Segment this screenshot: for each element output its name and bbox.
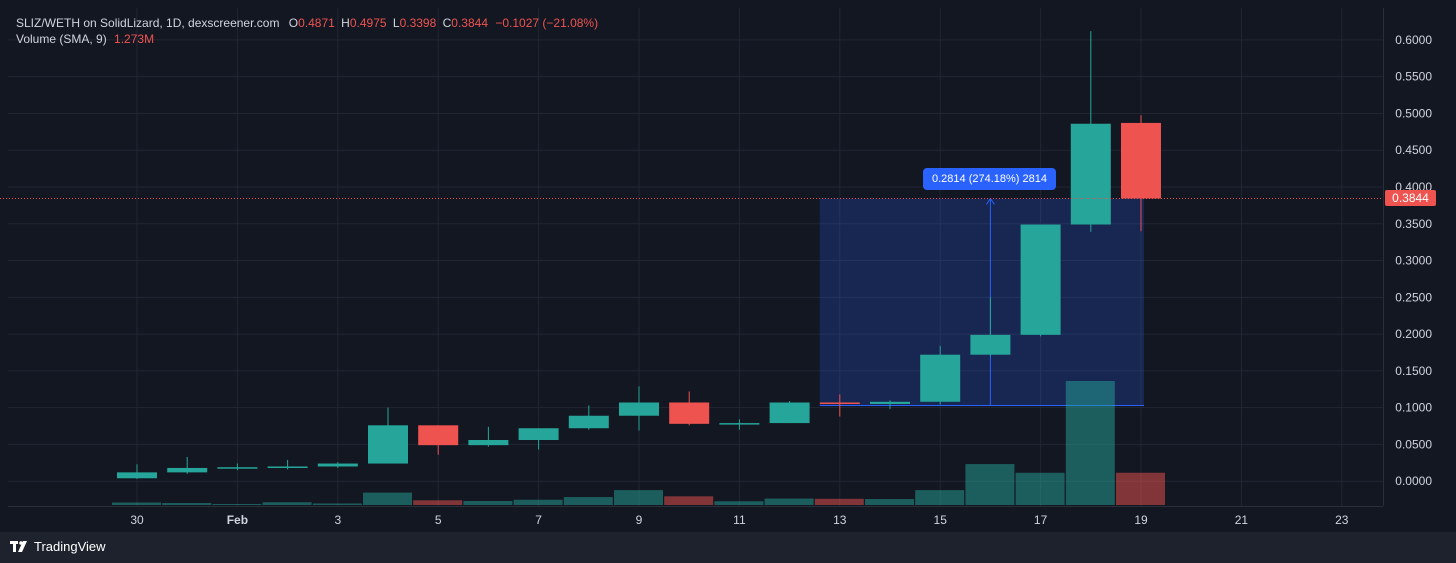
volume-bar [413,500,463,505]
symbol-title: SLIZ/WETH on SolidLizard, 1D, dexscreene… [16,16,280,30]
price-tick-label: 0.5500 [1395,70,1432,84]
candle-body [870,401,910,404]
candle-body [669,402,710,424]
bottom-bar [0,532,1456,563]
volume-bar [463,501,513,505]
volume-bar [1116,472,1165,505]
volume-legend: Volume (SMA, 9) 1.273M [16,32,154,46]
time-tick-label: 17 [1034,513,1048,527]
time-tick-label: 15 [934,513,948,527]
volume-bar [112,502,161,505]
time-tick-label: 3 [334,513,341,527]
measure-range-box[interactable] [819,197,1144,406]
volume-bar [1065,381,1115,505]
candle-body [217,467,258,469]
volume-bar [614,490,663,505]
time-axis[interactable]: 30 Feb 3 5 7 9 11 13 15 17 19 21 23 [130,513,1348,527]
close-label: C [442,16,452,30]
volume-bar [563,497,613,505]
candle-body [468,440,509,446]
change-value: −0.1027 (−21.08%) [495,16,599,30]
volume-bar [664,496,714,505]
candle-body [568,415,609,429]
tradingview-logo-icon [10,540,27,552]
time-tick-label: 9 [636,513,643,527]
volume-bar [814,498,864,505]
time-tick-label: 30 [130,513,144,527]
low-label: L [392,16,400,30]
candles [117,31,1161,479]
price-tick-label: 0.1500 [1395,364,1432,378]
price-tick-label: 0.5000 [1395,106,1432,120]
low-value: 0.3398 [399,16,437,30]
volume-bar [212,504,262,505]
price-tick-label: 0.2000 [1395,327,1432,341]
volume-bar [312,503,362,505]
candle-body [1070,123,1111,225]
price-tick-label: 0.3500 [1395,217,1432,231]
volume-bar [714,501,764,505]
measure-box [819,198,1144,406]
price-tick-label: 0.6000 [1395,33,1432,47]
candle-body [418,425,459,446]
price-tick-label: 0.0500 [1395,437,1432,451]
candle-body [518,428,559,441]
measure-label: 0.2814 (274.18%) 2814 [923,168,1056,190]
candle-body [619,402,659,416]
volume-bar [162,503,212,505]
price-tick-label: 0.4500 [1395,143,1432,157]
candle-body [368,425,408,464]
candle-body [920,354,961,402]
volume-bars [112,381,1165,505]
time-tick-label: 13 [833,513,847,527]
volume-bar [363,492,412,505]
price-axis[interactable]: 0.60000.55000.50000.45000.40000.35000.30… [1395,33,1432,488]
candle-body [117,472,157,479]
candle-body [769,402,810,424]
close-value: 0.3844 [451,16,488,30]
chart-grid [8,8,1384,507]
time-tick-label: 21 [1235,513,1249,527]
candle-body [1121,122,1161,199]
open-label: O [288,16,299,30]
candle-body [317,463,358,467]
volume-bar [965,464,1015,505]
high-value: 0.4975 [349,16,387,30]
candle-body [719,423,760,425]
candle-body [267,466,308,468]
open-value: 0.4871 [298,16,335,30]
price-tick-label: 0.3000 [1395,254,1432,268]
time-tick-label: 11 [733,513,746,527]
volume-label: Volume (SMA, 9) [16,32,107,46]
volume-bar [764,498,814,505]
symbol-legend: SLIZ/WETH on SolidLizard, 1D, dexscreene… [16,16,598,30]
brand-name: TradingView [34,539,106,554]
candle-body [167,467,208,473]
time-tick-label: 5 [435,513,442,527]
time-tick-label: 19 [1134,513,1148,527]
volume-bar [1015,472,1065,505]
volume-bar [262,502,312,505]
volume-value: 1.273M [114,32,155,46]
candle-body [819,402,860,405]
current-price-label: 0.3844 [1385,190,1436,206]
volume-bar [513,499,563,505]
high-label: H [341,16,350,30]
time-tick-label: 23 [1335,513,1349,527]
volume-bar [915,490,965,505]
candle-body [1020,224,1061,335]
tradingview-logo[interactable]: TradingView [10,539,106,554]
volume-bar [865,499,914,505]
time-tick-label: Feb [227,513,248,527]
price-tick-label: 0.0000 [1395,474,1432,488]
price-tick-label: 0.1000 [1395,401,1432,415]
price-tick-label: 0.2500 [1395,290,1432,304]
candlestick-chart[interactable]: 0.60000.55000.50000.45000.40000.35000.30… [0,0,1456,532]
time-tick-label: 7 [535,513,542,527]
candle-body [970,334,1011,355]
